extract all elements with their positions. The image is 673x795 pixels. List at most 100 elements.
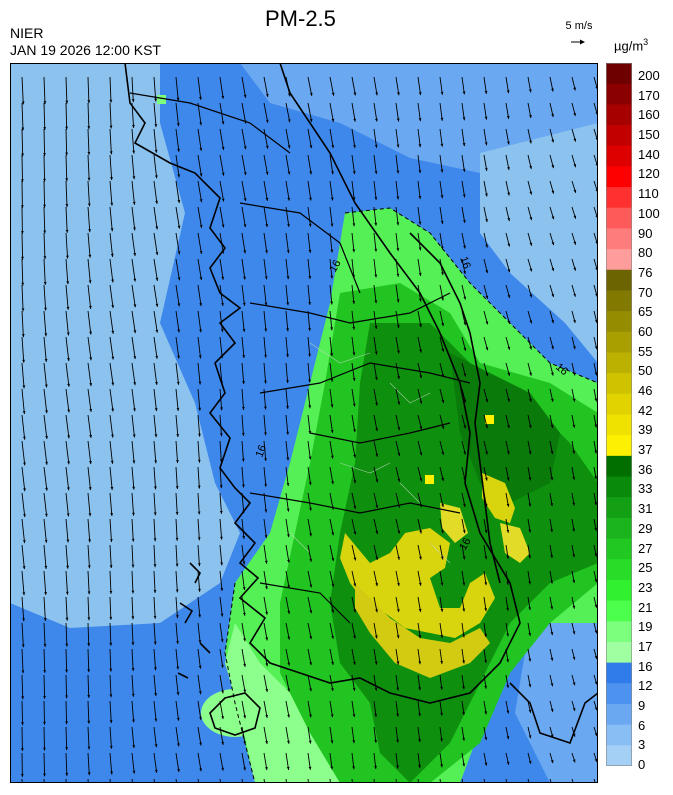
reference-vector-label: 5 m/s	[565, 20, 593, 32]
wind-arrowhead	[243, 146, 247, 150]
wind-vector	[241, 778, 244, 783]
wind-vector	[175, 414, 179, 438]
wind-vector	[43, 544, 47, 569]
wind-arrowhead	[221, 767, 224, 771]
wind-arrowhead	[45, 461, 48, 465]
admin-border-7	[259, 582, 351, 624]
wind-arrowhead	[197, 485, 201, 489]
wind-arrowhead	[353, 144, 356, 148]
wind-arrowhead	[87, 591, 91, 595]
wind-vector	[241, 128, 247, 150]
wind-arrowhead	[177, 277, 181, 281]
wind-vector	[43, 674, 46, 699]
wind-vector	[43, 648, 46, 673]
wind-arrowhead	[594, 319, 598, 323]
wind-arrowhead	[397, 530, 401, 534]
wind-vector	[153, 544, 156, 568]
wind-arrowhead	[133, 304, 137, 308]
wind-vector	[241, 726, 246, 745]
wind-arrowhead	[43, 695, 46, 699]
wind-arrowhead	[132, 434, 136, 438]
wind-arrowhead	[199, 250, 203, 254]
wind-arrowhead	[265, 637, 269, 641]
wind-vector	[65, 180, 68, 208]
wind-arrowhead	[21, 231, 24, 234]
wind-vector	[43, 466, 48, 491]
wind-arrowhead	[286, 276, 290, 280]
wind-vector	[285, 128, 291, 149]
wind-arrowhead	[87, 617, 91, 621]
wind-arrowhead	[43, 178, 46, 182]
wind-vector	[329, 466, 334, 485]
wind-arrowhead	[154, 693, 157, 696]
wind-arrowhead	[550, 529, 553, 533]
wind-arrowhead	[67, 461, 70, 465]
wind-vector	[285, 570, 290, 589]
wind-vector	[109, 258, 114, 283]
wind-arrowhead	[65, 721, 68, 725]
wind-arrowhead	[572, 502, 576, 506]
map-title: PM-2.5	[265, 6, 336, 31]
wind-arrowhead	[199, 199, 203, 203]
wind-arrowhead	[374, 765, 377, 769]
wind-arrowhead	[352, 197, 356, 201]
wind-arrowhead	[65, 152, 68, 156]
wind-arrowhead	[397, 401, 401, 405]
wind-arrowhead	[550, 580, 554, 584]
wind-vector	[153, 570, 156, 594]
wind-arrowhead	[309, 662, 312, 666]
wind-arrowhead	[506, 633, 509, 637]
wind-arrowhead	[462, 143, 466, 147]
wind-vector	[21, 258, 24, 286]
wind-arrowhead	[154, 667, 157, 671]
wind-arrowhead	[506, 761, 510, 765]
wind-vector	[307, 440, 311, 460]
wind-vector	[21, 492, 26, 518]
wind-arrowhead	[286, 483, 290, 486]
wind-arrowhead	[550, 657, 554, 661]
wind-arrowhead	[353, 635, 356, 639]
wind-vector	[241, 154, 247, 176]
wind-arrowhead	[396, 222, 400, 226]
wind-arrowhead	[529, 140, 532, 144]
wind-vector	[131, 414, 135, 438]
wind-arrowhead	[287, 119, 291, 123]
wind-arrowhead	[309, 610, 313, 614]
wind-vector	[153, 518, 156, 542]
wind-vector	[43, 232, 46, 260]
wind-vector	[131, 466, 135, 490]
wind-arrowhead	[21, 153, 24, 157]
wind-arrowhead	[485, 477, 488, 481]
wind-arrowhead	[463, 451, 466, 455]
legend-tick-label: 100	[638, 205, 660, 221]
wind-vector	[65, 544, 69, 569]
wind-vector	[285, 232, 290, 254]
wind-arrowhead	[155, 277, 159, 281]
wind-vector	[131, 180, 135, 205]
wind-arrowhead	[220, 536, 223, 540]
wind-arrowhead	[418, 608, 422, 612]
wind-arrowhead	[551, 346, 554, 350]
wind-arrowhead	[287, 223, 290, 227]
wind-vector	[373, 284, 377, 304]
wind-vector	[175, 258, 180, 281]
legend-tick-label: 140	[638, 146, 660, 162]
wind-vector	[307, 778, 309, 783]
wind-vector	[351, 284, 355, 304]
wind-arrowhead	[243, 663, 246, 667]
wind-vector	[285, 700, 290, 718]
wind-arrowhead	[177, 251, 181, 255]
wind-arrowhead	[418, 92, 422, 96]
wind-arrowhead	[265, 197, 269, 201]
wind-vector	[351, 76, 356, 96]
wind-vector	[175, 648, 179, 670]
wind-vector	[373, 76, 378, 96]
wind-arrowhead	[550, 451, 554, 455]
wind-arrowhead	[594, 681, 598, 685]
wind-vector	[527, 778, 530, 783]
wind-arrowhead	[528, 425, 532, 429]
wind-vector	[395, 284, 399, 303]
wind-arrowhead	[220, 329, 224, 333]
wind-vector	[109, 674, 112, 698]
wind-arrowhead	[88, 229, 91, 233]
